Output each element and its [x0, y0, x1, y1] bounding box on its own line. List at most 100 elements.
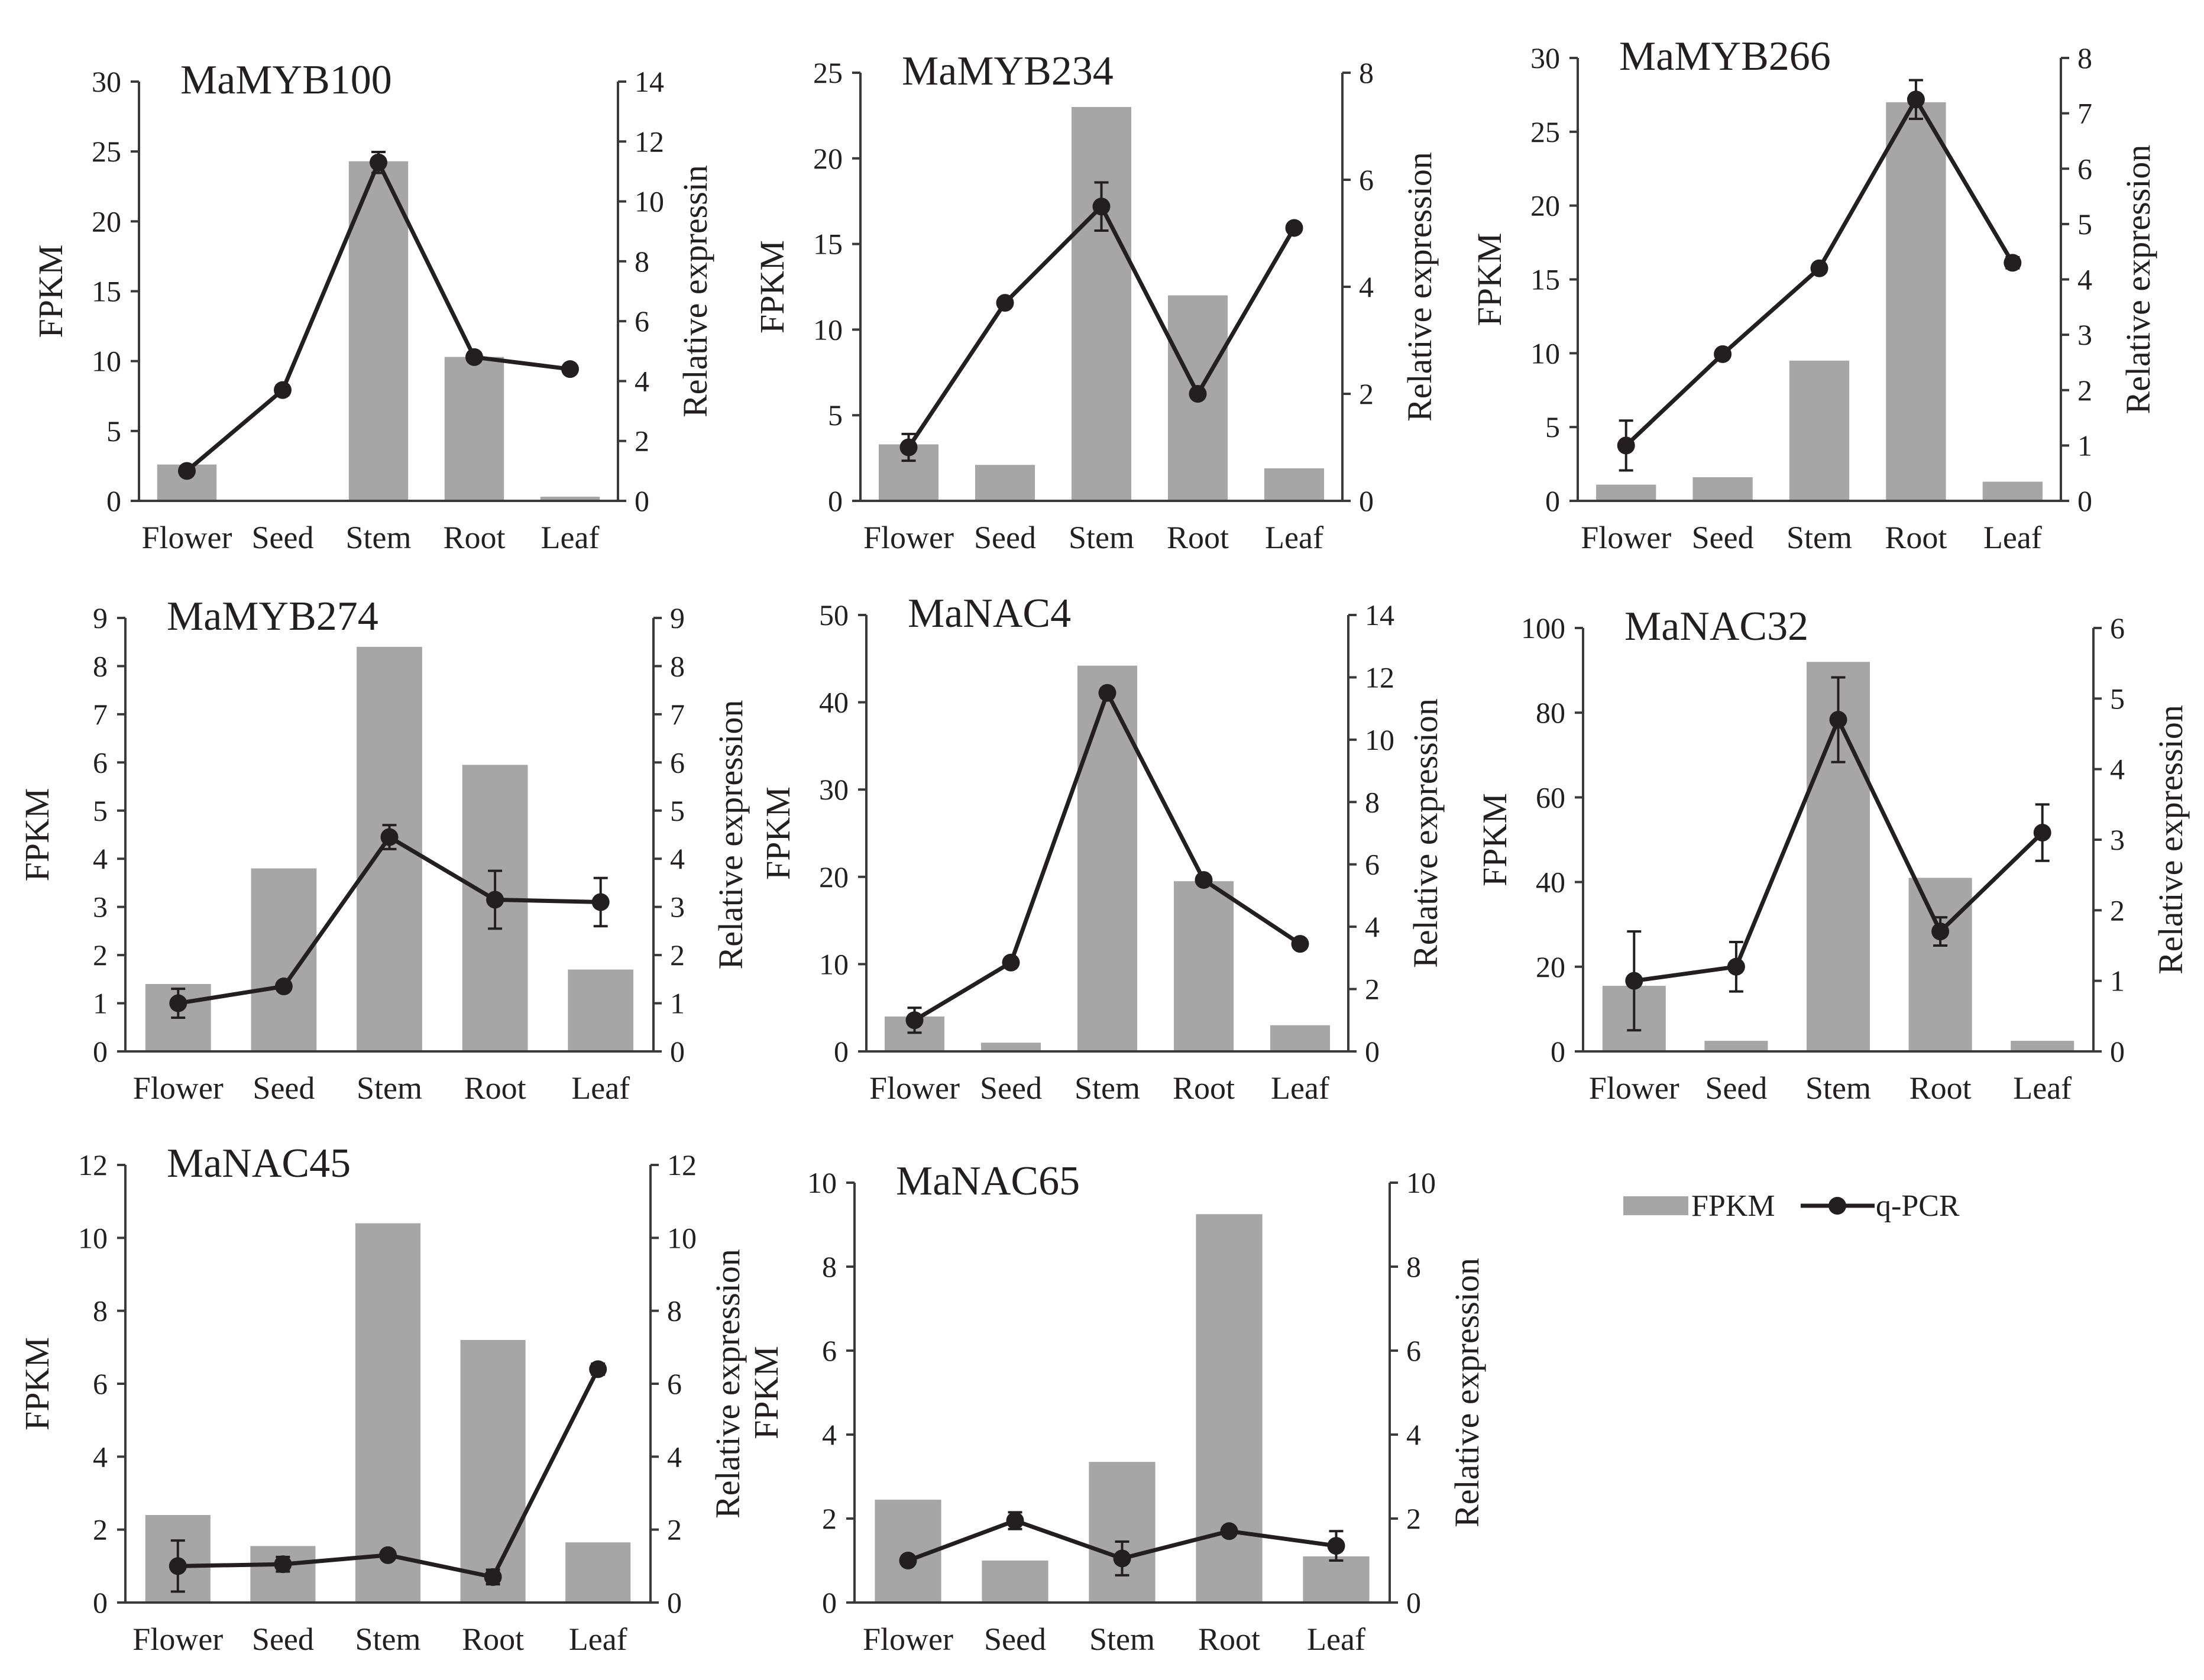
left-tick-label: 10 [1530, 336, 1560, 370]
panel-manac4: 0 10 20 30 40 50 0 2 4 6 8 10 12 14 Flower Seed Stem Root… [759, 591, 1445, 1106]
legend-qpcr-label: q-PCR [1876, 1189, 1960, 1223]
category-label: Seed [980, 1070, 1042, 1106]
panel-mamyb100: 0 5 10 15 20 25 30 0 2 4 6 8 10 12 14 Flower Seed Stem Roo… [31, 57, 714, 555]
right-tick-label: 0 [2077, 484, 2092, 517]
panel-manac45: 0 2 4 6 8 10 12 0 2 4 6 8 10 12 Flower Seed Stem Root Leaf… [18, 1141, 747, 1657]
y2-axis-title: Relative expression [708, 1249, 747, 1519]
right-tick-label: 8 [1365, 785, 1380, 818]
panel-title: MaNAC45 [167, 1141, 351, 1186]
category-label: Flower [1589, 1070, 1679, 1106]
y-axis-title: FPKM [18, 1337, 56, 1430]
left-tick-label: 8 [822, 1250, 837, 1283]
right-tick-label: 14 [635, 65, 664, 98]
right-tick-label: 8 [1359, 56, 1374, 89]
fpkm-bar [1173, 881, 1234, 1051]
left-tick-label: 8 [93, 1294, 108, 1328]
qpcr-point [169, 994, 187, 1012]
left-tick-label: 15 [813, 228, 843, 261]
right-tick-label: 0 [670, 1035, 685, 1068]
panel-mamyb266: 0 5 10 15 20 25 30 0 1 2 3 4 5 6 7 8 Flower Seed Stem Root L… [1470, 34, 2157, 555]
fpkm-bar [1196, 1214, 1263, 1603]
category-label: Root [1167, 520, 1229, 555]
qpcr-point [905, 1011, 924, 1030]
fpkm-bar [1982, 481, 2043, 501]
category-label: Seed [974, 520, 1036, 555]
category-label: Flower [142, 520, 232, 555]
left-tick-label: 2 [93, 1513, 108, 1546]
right-tick-label: 2 [2110, 894, 2125, 927]
category-label: Stem [1075, 1070, 1140, 1106]
qpcr-point [1714, 345, 1732, 363]
fpkm-bar [1886, 102, 1946, 501]
right-tick-label: 3 [2110, 823, 2125, 856]
y2-axis-title: Relative expression [1448, 1258, 1486, 1527]
panel-title: MaNAC32 [1624, 604, 1808, 649]
category-label: Seed [1692, 520, 1754, 555]
right-tick-label: 0 [2110, 1035, 2125, 1068]
left-tick-label: 40 [1536, 866, 1565, 899]
panel-manac32: 0 20 40 60 80 100 0 1 2 3 4 5 6 Flower Seed Stem Root Lea… [1475, 604, 2190, 1106]
qpcr-point [274, 977, 293, 996]
qpcr-point [1002, 953, 1020, 972]
y2-axis-title: Relative expression [2151, 705, 2190, 975]
fpkm-bar [1264, 468, 1325, 501]
right-tick-label: 4 [670, 842, 685, 875]
fpkm-bar [348, 161, 409, 501]
right-tick-label: 4 [1406, 1418, 1421, 1451]
left-tick-label: 8 [93, 649, 108, 682]
category-label: Root [464, 1070, 526, 1106]
right-tick-label: 2 [2077, 374, 2092, 407]
y-axis-title: FPKM [753, 240, 791, 334]
panel-mamyb274: 0 1 2 3 4 5 6 7 8 9 0 1 2 3 4 5 6 7 8 9 Flower Seed Stem Root Le… [18, 594, 750, 1106]
qpcr-point [2004, 254, 2022, 272]
right-tick-label: 1 [670, 987, 685, 1020]
right-tick-label: 4 [2110, 753, 2125, 786]
right-tick-label: 4 [667, 1440, 682, 1473]
legend: FPKM q-PCR [1623, 1189, 1960, 1223]
category-label: Root [1198, 1621, 1260, 1657]
category-label: Flower [133, 1070, 224, 1106]
right-tick-label: 4 [635, 364, 649, 397]
right-tick-label: 10 [667, 1221, 697, 1254]
left-tick-label: 15 [92, 275, 121, 308]
category-label: Flower [863, 520, 954, 555]
left-tick-label: 25 [92, 135, 121, 168]
panel-title: MaMYB266 [1619, 34, 1831, 79]
fpkm-bar [1789, 360, 1850, 501]
right-tick-label: 6 [1406, 1334, 1421, 1367]
fpkm-bar [1071, 106, 1132, 501]
y-axis-title: FPKM [31, 245, 70, 338]
y-axis-title: FPKM [747, 1346, 785, 1439]
qpcr-point [486, 891, 504, 909]
panel-title: MaMYB100 [180, 57, 392, 103]
panel-mamyb234: 0 5 10 15 20 25 0 2 4 6 8 Flower Seed Stem Root Leaf FPK… [753, 48, 1439, 555]
left-tick-label: 6 [93, 1367, 108, 1400]
left-tick-label: 0 [828, 484, 843, 517]
right-tick-label: 6 [667, 1367, 682, 1400]
right-tick-label: 10 [1406, 1166, 1436, 1199]
left-tick-label: 12 [78, 1148, 108, 1181]
y2-axis-title: Relative expression [711, 700, 750, 970]
right-tick-label: 3 [670, 891, 685, 924]
right-tick-label: 0 [635, 484, 649, 517]
qpcr-point [1810, 259, 1828, 277]
right-tick-label: 7 [2077, 97, 2092, 130]
left-tick-label: 0 [93, 1586, 108, 1619]
category-label: Root [1885, 520, 1947, 555]
left-tick-label: 0 [834, 1035, 849, 1068]
left-tick-label: 30 [1530, 41, 1560, 75]
fpkm-bar [1303, 1556, 1370, 1603]
category-label: Leaf [1271, 1070, 1329, 1106]
right-tick-label: 9 [670, 601, 685, 635]
fpkm-bar [1908, 878, 1972, 1051]
panel-title: MaNAC4 [908, 591, 1071, 636]
category-label: Leaf [1307, 1621, 1365, 1657]
y2-axis-title: Relative expression [2119, 145, 2157, 415]
qpcr-point [1092, 198, 1111, 216]
category-label: Seed [252, 1621, 314, 1657]
fpkm-bar [2011, 1041, 2074, 1051]
left-tick-label: 4 [93, 842, 108, 875]
qpcr-point [1189, 385, 1207, 403]
